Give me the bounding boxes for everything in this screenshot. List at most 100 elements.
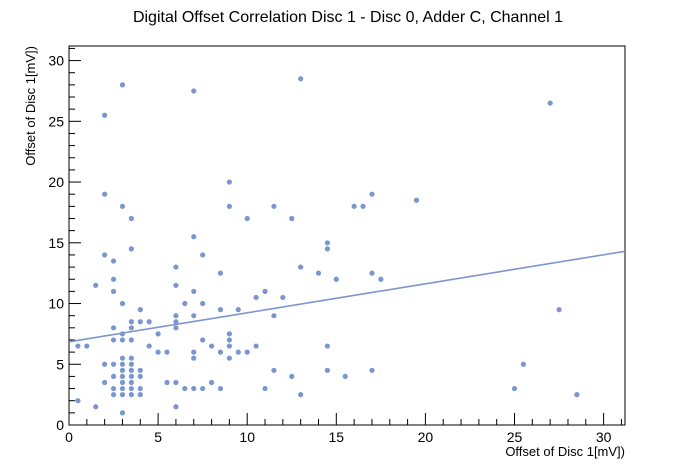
data-point (173, 379, 179, 386)
data-point (200, 385, 206, 392)
data-point (128, 319, 134, 325)
data-point (119, 379, 126, 386)
data-point (369, 270, 375, 276)
data-point (235, 306, 241, 313)
data-point (360, 203, 366, 209)
data-point (84, 343, 90, 349)
data-point (182, 300, 188, 307)
data-point (110, 337, 117, 343)
data-point (137, 385, 143, 392)
x-tick-label: 30 (596, 429, 612, 445)
data-point (298, 76, 304, 82)
x-tick-label: 15 (329, 429, 345, 445)
data-points (75, 76, 580, 416)
data-point (119, 361, 126, 367)
data-point (369, 191, 375, 197)
data-point (173, 282, 179, 288)
data-point (208, 343, 215, 349)
x-axis-label: Offset of Disc 1[mV]) (505, 444, 625, 459)
data-point (191, 385, 197, 392)
data-point (119, 300, 126, 307)
data-point (351, 203, 357, 209)
fit-line (68, 250, 626, 343)
data-point (110, 258, 117, 264)
data-point (128, 361, 134, 367)
data-point (119, 373, 126, 380)
data-point (413, 197, 420, 203)
data-point (128, 392, 134, 398)
x-tick-label: 0 (65, 429, 73, 445)
data-point (511, 385, 518, 392)
x-tick-label: 5 (154, 429, 162, 445)
data-point (102, 252, 108, 258)
data-point (333, 276, 339, 282)
data-point (191, 349, 197, 355)
data-point (137, 373, 143, 380)
data-point (226, 355, 232, 361)
data-point (128, 355, 134, 361)
data-point (110, 392, 117, 398)
data-point (182, 385, 188, 392)
data-point (110, 361, 117, 367)
data-point (271, 313, 277, 319)
data-point (102, 112, 108, 118)
data-point (110, 276, 117, 282)
data-point (119, 355, 126, 361)
data-point (128, 367, 134, 373)
data-point (128, 337, 134, 343)
data-point (146, 343, 152, 349)
data-point (226, 203, 232, 209)
data-point (208, 379, 215, 386)
data-point (298, 392, 304, 398)
data-point (342, 373, 348, 380)
data-point (324, 343, 330, 349)
data-point (119, 385, 126, 392)
fit-line-group (68, 250, 626, 343)
data-point (556, 306, 562, 313)
x-tick-label: 10 (239, 429, 255, 445)
data-point (315, 270, 322, 276)
data-point (324, 240, 330, 246)
y-tick-label: 15 (48, 235, 64, 251)
data-point (164, 349, 170, 355)
y-axis-label: Offset of Disc 1[mV]) (23, 46, 38, 166)
data-point (110, 373, 117, 380)
data-point (226, 331, 232, 337)
x-tick-label: 20 (418, 429, 434, 445)
data-point (75, 398, 81, 404)
data-point (128, 246, 134, 252)
data-point (137, 392, 143, 398)
data-point (155, 331, 161, 337)
data-point (289, 373, 295, 380)
y-tick-label: 30 (48, 53, 64, 69)
data-point (137, 367, 143, 373)
data-point (102, 191, 108, 197)
data-point (262, 385, 268, 392)
data-point (520, 361, 527, 367)
chart-title: Digital Offset Correlation Disc 1 - Disc… (133, 9, 563, 26)
data-point (200, 300, 206, 307)
data-point (110, 288, 117, 294)
plot-area (68, 45, 626, 426)
data-point (191, 234, 197, 240)
data-point (271, 367, 277, 373)
data-point (137, 306, 143, 313)
data-point (119, 410, 126, 416)
data-point (128, 373, 134, 380)
data-point (369, 367, 375, 373)
data-point (128, 385, 134, 392)
data-point (173, 264, 179, 270)
data-point (93, 404, 99, 410)
data-point (262, 288, 268, 294)
data-point (378, 276, 384, 282)
data-point (289, 215, 295, 222)
data-point (173, 404, 179, 410)
data-point (110, 325, 117, 331)
data-point (128, 325, 134, 331)
axis-tick-labels: 0 5 10 15 20 25 30 0 5 10 15 20 25 30 (48, 53, 611, 445)
data-point (235, 349, 241, 355)
data-point (110, 385, 117, 392)
axis-ticks (68, 47, 622, 426)
data-point (226, 179, 232, 185)
